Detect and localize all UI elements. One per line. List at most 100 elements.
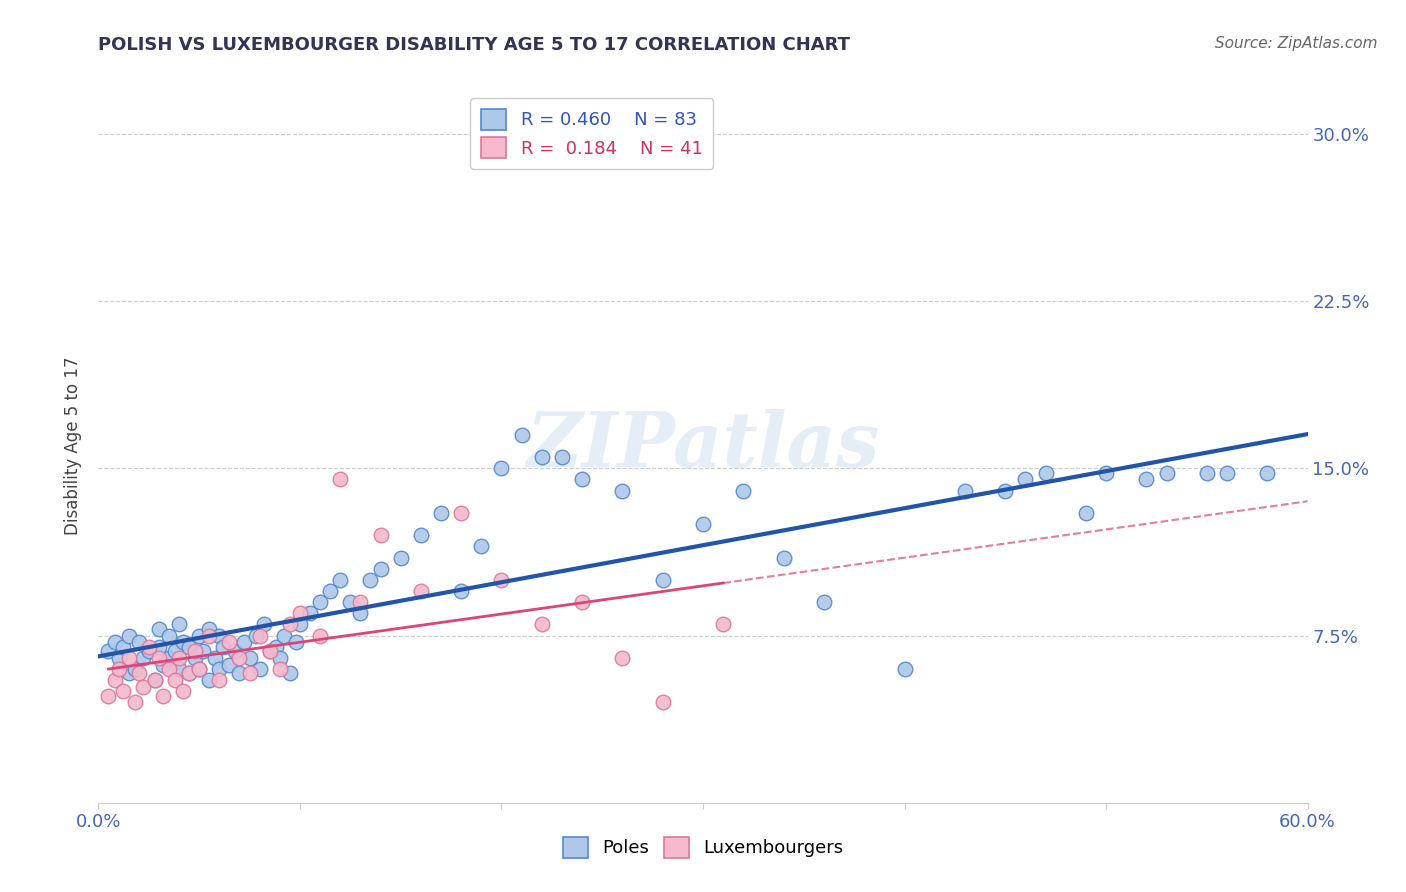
- Point: [1095, 466, 1118, 480]
- Point: [103, 635, 125, 649]
- Point: [278, 617, 301, 632]
- Point: [253, 617, 276, 632]
- Point: [329, 473, 352, 487]
- Point: [813, 595, 835, 609]
- Point: [179, 666, 201, 681]
- Point: [167, 651, 190, 665]
- Point: [409, 583, 432, 598]
- Point: [188, 662, 211, 676]
- Point: [370, 528, 392, 542]
- Point: [1035, 466, 1057, 480]
- Point: [259, 644, 281, 658]
- Point: [1074, 506, 1097, 520]
- Legend: Poles, Luxembourgers: Poles, Luxembourgers: [555, 830, 851, 865]
- Point: [733, 483, 755, 498]
- Point: [259, 644, 281, 658]
- Point: [208, 673, 231, 687]
- Point: [172, 684, 194, 698]
- Point: [118, 628, 141, 642]
- Point: [430, 506, 453, 520]
- Point: [530, 617, 553, 632]
- Point: [188, 628, 211, 642]
- Point: [389, 550, 412, 565]
- Point: [612, 651, 634, 665]
- Point: [157, 628, 180, 642]
- Point: [269, 662, 291, 676]
- Point: [167, 662, 190, 676]
- Point: [1156, 466, 1178, 480]
- Point: [994, 483, 1017, 498]
- Point: [138, 644, 160, 658]
- Point: [772, 550, 794, 565]
- Point: [124, 662, 146, 676]
- Point: [132, 680, 155, 694]
- Point: [157, 651, 180, 665]
- Point: [128, 635, 150, 649]
- Point: [212, 640, 235, 654]
- Point: [103, 673, 125, 687]
- Point: [450, 506, 472, 520]
- Point: [138, 640, 160, 654]
- Point: [491, 573, 513, 587]
- Point: [278, 666, 301, 681]
- Point: [184, 644, 207, 658]
- Point: [118, 666, 141, 681]
- Point: [1195, 466, 1218, 480]
- Point: [172, 635, 194, 649]
- Point: [360, 573, 382, 587]
- Point: [1014, 473, 1036, 487]
- Point: [349, 607, 371, 621]
- Point: [218, 635, 240, 649]
- Point: [530, 450, 553, 465]
- Text: Source: ZipAtlas.com: Source: ZipAtlas.com: [1215, 36, 1378, 51]
- Point: [329, 573, 352, 587]
- Point: [269, 651, 291, 665]
- Point: [711, 617, 734, 632]
- Point: [409, 528, 432, 542]
- Y-axis label: Disability Age 5 to 17: Disability Age 5 to 17: [65, 357, 83, 535]
- Point: [1256, 466, 1278, 480]
- Point: [124, 696, 146, 710]
- Point: [1135, 473, 1157, 487]
- Point: [491, 461, 513, 475]
- Point: [218, 657, 240, 672]
- Point: [319, 583, 342, 598]
- Point: [97, 689, 120, 703]
- Point: [198, 673, 221, 687]
- Point: [284, 635, 307, 649]
- Point: [264, 640, 287, 654]
- Point: [157, 662, 180, 676]
- Point: [148, 640, 170, 654]
- Point: [228, 651, 250, 665]
- Point: [198, 628, 221, 642]
- Point: [111, 684, 134, 698]
- Point: [571, 473, 593, 487]
- Point: [299, 607, 322, 621]
- Point: [152, 657, 174, 672]
- Point: [163, 673, 186, 687]
- Point: [111, 640, 134, 654]
- Point: [239, 651, 262, 665]
- Point: [184, 651, 207, 665]
- Point: [612, 483, 634, 498]
- Point: [239, 666, 262, 681]
- Point: [1216, 466, 1239, 480]
- Point: [339, 595, 361, 609]
- Point: [193, 644, 215, 658]
- Point: [309, 595, 332, 609]
- Point: [107, 662, 129, 676]
- Point: [288, 607, 311, 621]
- Point: [551, 450, 574, 465]
- Point: [152, 689, 174, 703]
- Point: [510, 427, 533, 442]
- Text: POLISH VS LUXEMBOURGER DISABILITY AGE 5 TO 17 CORRELATION CHART: POLISH VS LUXEMBOURGER DISABILITY AGE 5 …: [98, 36, 851, 54]
- Point: [163, 644, 186, 658]
- Point: [198, 622, 221, 636]
- Point: [188, 662, 211, 676]
- Point: [893, 662, 915, 676]
- Point: [97, 644, 120, 658]
- Point: [167, 617, 190, 632]
- Point: [571, 595, 593, 609]
- Point: [143, 673, 166, 687]
- Point: [208, 662, 231, 676]
